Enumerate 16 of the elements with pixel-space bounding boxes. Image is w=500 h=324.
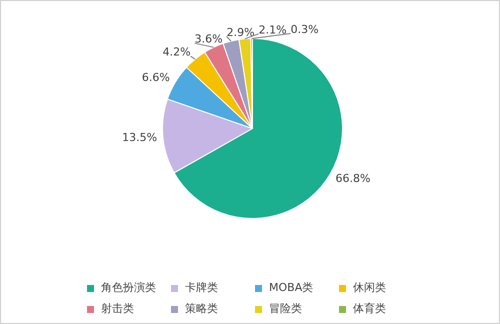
legend-label: 角色扮演类: [101, 280, 157, 295]
data-label: 13.5%: [122, 131, 158, 144]
data-label: 2.9%: [226, 26, 255, 39]
legend-label: 卡牌类: [185, 280, 219, 295]
data-label: 66.8%: [335, 172, 370, 185]
legend-label: 射击类: [101, 301, 135, 316]
legend-label: 冒险类: [269, 301, 303, 316]
legend-label: 休闲类: [353, 280, 387, 295]
data-label: 3.6%: [194, 32, 223, 46]
data-label: 2.1%: [258, 23, 287, 36]
legend-label: 体育类: [353, 301, 387, 316]
data-label: 0.3%: [290, 23, 319, 36]
legend-label: 策略类: [185, 301, 219, 316]
data-label: 4.2%: [162, 46, 191, 59]
legend-label: MOBA类: [269, 280, 314, 295]
data-label: 6.6%: [142, 71, 170, 84]
